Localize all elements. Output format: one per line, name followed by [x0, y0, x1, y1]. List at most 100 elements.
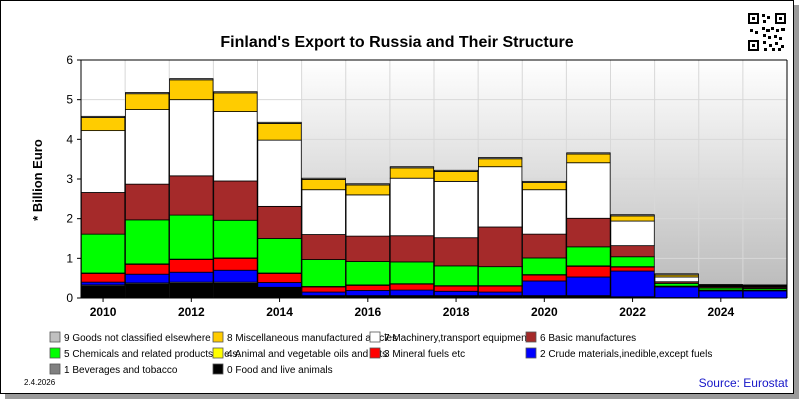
bar-segment [433, 180, 479, 239]
legend-swatch [49, 331, 61, 343]
bar-segment [698, 284, 743, 286]
x-tick-label: 2018 [443, 305, 470, 319]
bar-segment [80, 233, 126, 274]
x-tick-label: 2010 [90, 305, 117, 319]
y-tick-label: 6 [66, 53, 73, 67]
legend-swatch [369, 347, 381, 359]
bar-segment [389, 261, 435, 285]
bar-segment [610, 270, 655, 298]
bar-segment [478, 266, 523, 287]
bar-segment [478, 285, 523, 293]
qr-code-icon [747, 12, 787, 52]
legend-label: 9 Goods not classified elsewhere [64, 333, 211, 344]
bar-segment [125, 183, 170, 221]
x-tick-label: 2012 [178, 305, 205, 319]
bar-segment [522, 233, 567, 259]
bar-segment [257, 205, 302, 239]
bar-segment [257, 238, 302, 274]
bar-segment [301, 177, 346, 180]
frame-shadow-right [794, 5, 799, 397]
bar-segment [389, 289, 435, 297]
legend-swatch [49, 363, 61, 375]
bar-segment [257, 139, 302, 207]
bar-segment [169, 259, 214, 273]
bar-segment [125, 263, 170, 275]
bar-segment [169, 282, 214, 299]
bar-segment [389, 235, 435, 263]
legend-label: 1 Beverages and tobacco [64, 365, 178, 376]
legend-label: 3 Mineral fuels etc [384, 349, 465, 360]
bar-segment [257, 287, 302, 299]
bar-segment [125, 283, 170, 299]
bar-segment [610, 215, 655, 222]
x-tick-label: 2020 [531, 305, 558, 319]
bar-segment [566, 153, 611, 164]
bar-segment [610, 266, 655, 272]
bar-segment [80, 117, 126, 132]
bar-segment [433, 290, 479, 297]
bar-segment [257, 121, 302, 124]
bar-segment [169, 79, 214, 101]
y-tick-label: 2 [66, 212, 73, 226]
x-tick-labels: 2010 2012 2014 2016 2018 2020 2022 2024 [90, 298, 734, 319]
bar-segment [478, 226, 523, 268]
bar-segment [566, 152, 611, 155]
bar-segment [654, 273, 699, 276]
bar-segment [257, 273, 302, 283]
bar-segment [522, 257, 567, 276]
legend-label: 7 Machinery,transport equipment [384, 333, 530, 344]
bar-segment [610, 214, 655, 217]
bar-segment [566, 265, 611, 278]
bar-segment [478, 157, 523, 160]
bar-segment [610, 245, 655, 258]
y-tick-labels: 0 1 2 3 4 5 6 [66, 53, 81, 305]
legend-label: 2 Crude materials,inedible,except fuels [540, 349, 712, 360]
y-axis-label: * Billion Euro [30, 139, 45, 221]
bar-segment [433, 169, 479, 172]
legend-swatch [369, 331, 381, 343]
bar-segment [213, 91, 258, 94]
bar-segment [522, 180, 567, 183]
bar-segment [80, 115, 126, 118]
bar-segment [125, 219, 170, 265]
bar-segment [213, 219, 258, 259]
bar-segment [345, 290, 390, 297]
bar-segment [345, 183, 390, 186]
legend-label: 5 Chemicals and related products,n.e.s. [64, 349, 240, 360]
chart-title: Finland's Export to Russia and Their Str… [220, 34, 573, 51]
bar-segment [169, 99, 214, 177]
bar-segment [80, 273, 126, 283]
x-tick-label: 2016 [354, 305, 381, 319]
bar-segment [742, 284, 788, 287]
bar-segment [169, 271, 214, 283]
bar-segment [698, 290, 743, 299]
bar-segment [433, 265, 479, 287]
frame-shadow-bottom [5, 394, 799, 399]
bar-segment [566, 276, 611, 297]
bar-segment [80, 192, 126, 235]
bar-segment [169, 175, 214, 216]
bar-segment [257, 282, 302, 288]
bar-segment [610, 220, 655, 247]
bar-segment [301, 189, 346, 235]
x-tick-label: 2022 [619, 305, 646, 319]
bar-segment [654, 276, 699, 283]
bar-segment [345, 184, 390, 196]
y-tick-label: 5 [66, 93, 73, 107]
bar-segment [301, 259, 346, 287]
bar-segment [522, 182, 567, 191]
legend-swatch [525, 331, 537, 343]
y-tick-label: 3 [66, 172, 73, 186]
bar-segment [522, 280, 567, 297]
bar-segment [80, 285, 126, 299]
legend: 9 Goods not classified elsewhere 8 Miscel… [49, 331, 712, 376]
legend-swatch [212, 347, 224, 359]
bar-segment [478, 166, 523, 228]
y-tick-label: 4 [66, 132, 73, 146]
bar-segment [478, 291, 523, 297]
date-stamp: 2.4.2026 [24, 378, 56, 387]
bar-segment [125, 109, 170, 185]
legend-label: 6 Basic manufactures [540, 333, 636, 344]
legend-swatch [49, 347, 61, 359]
